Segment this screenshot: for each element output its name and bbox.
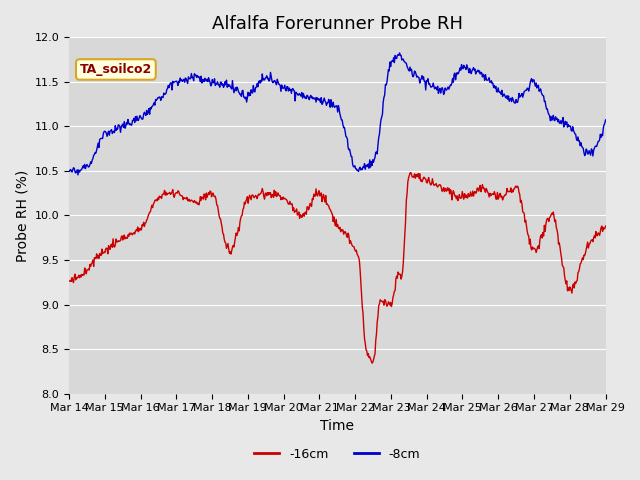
-8cm [65,168,73,174]
-8cm [214,79,221,84]
-16cm [420,175,428,180]
Line: -8cm: -8cm [69,53,605,175]
X-axis label: Time: Time [320,419,355,433]
-16cm [65,278,73,284]
Line: -16cm: -16cm [69,173,605,363]
-8cm [186,76,193,82]
-16cm [130,230,138,236]
-16cm [213,202,221,208]
-16cm [407,170,415,176]
Text: TA_soilco2: TA_soilco2 [80,63,152,76]
-8cm [131,120,138,125]
-16cm [368,360,376,366]
-8cm [602,117,609,123]
Title: Alfalfa Forerunner Probe RH: Alfalfa Forerunner Probe RH [212,15,463,33]
Legend: -16cm, -8cm: -16cm, -8cm [250,443,426,466]
-8cm [74,172,82,178]
-16cm [184,198,192,204]
-8cm [76,169,83,175]
-16cm [403,191,411,196]
Y-axis label: Probe RH (%): Probe RH (%) [15,169,29,262]
-16cm [75,273,83,278]
-8cm [404,65,412,71]
-16cm [602,223,609,229]
-8cm [396,50,403,56]
-8cm [420,74,428,80]
